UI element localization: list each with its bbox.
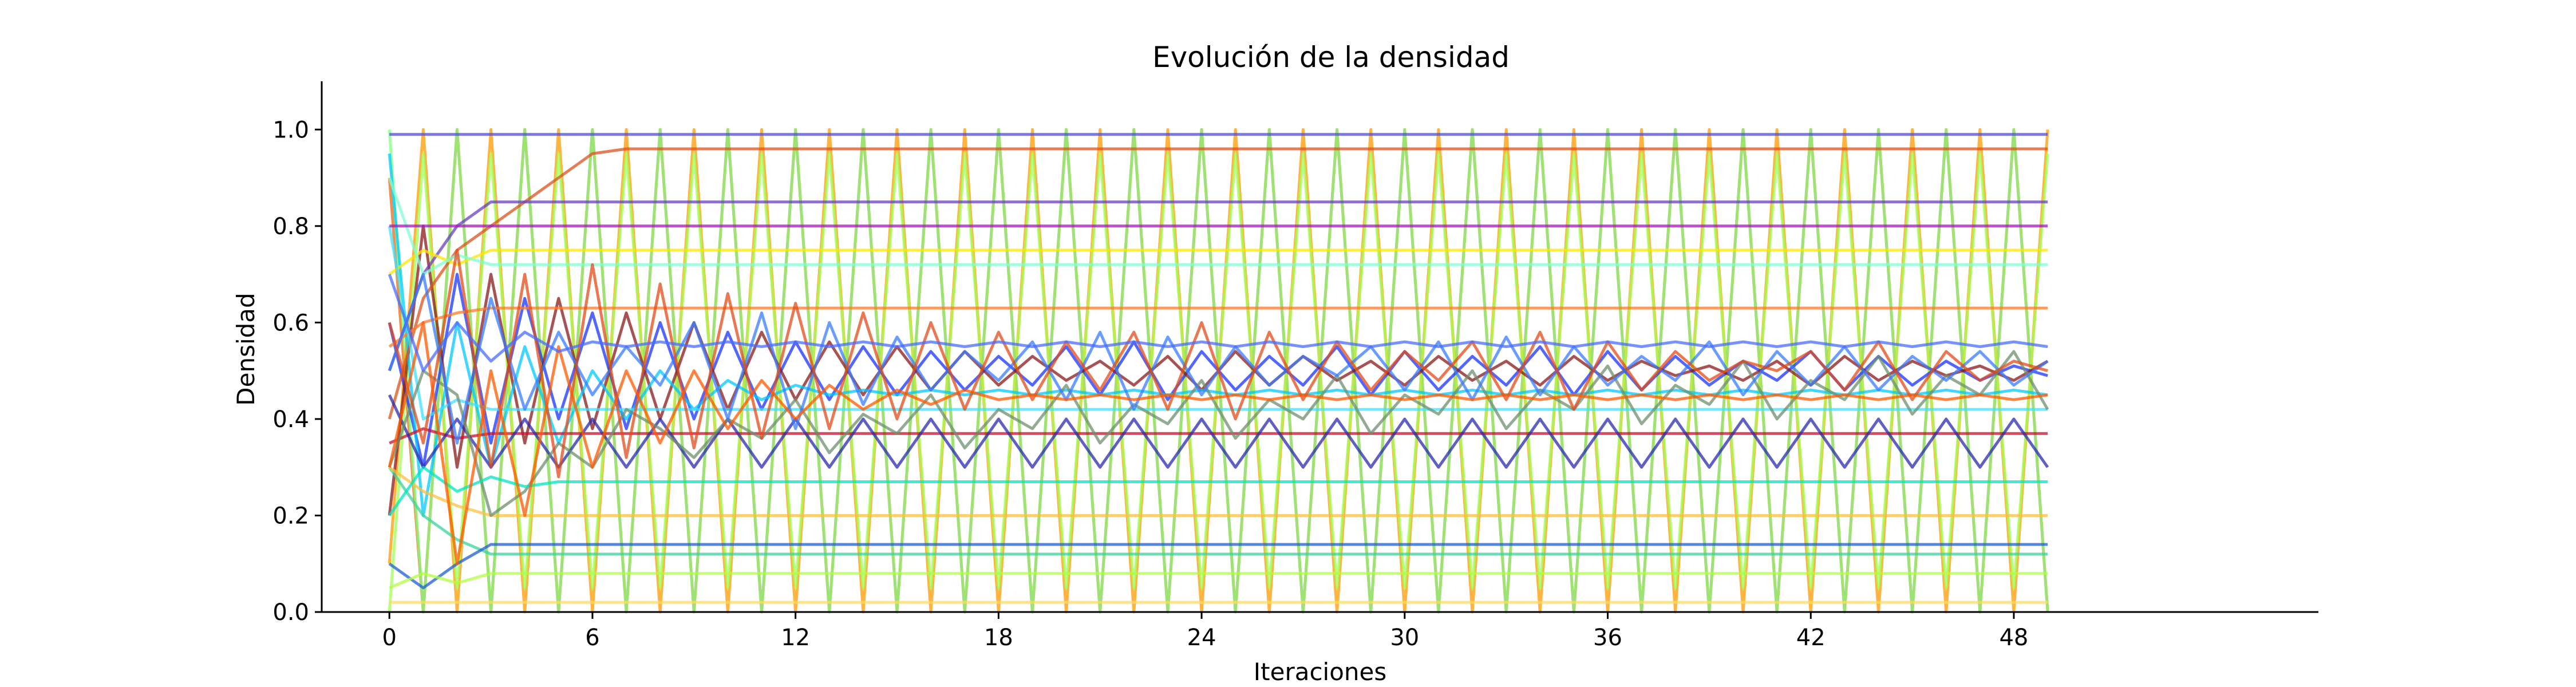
series-line-26	[388, 321, 2048, 566]
y-axis-label: Densidad	[232, 293, 260, 405]
x-tick-label: 24	[1187, 625, 1216, 651]
series-line-13	[389, 572, 2048, 590]
series-line-27	[388, 274, 2048, 373]
series-line-23	[388, 465, 2048, 516]
x-tick-label: 6	[585, 625, 599, 651]
series-line-10	[388, 466, 2048, 556]
axis-layer	[321, 81, 2318, 613]
series-line-8	[388, 147, 2048, 420]
series-line-9	[388, 200, 2048, 372]
y-tick-label: 0.2	[272, 503, 309, 529]
y-tick-label: 0.6	[272, 310, 309, 336]
x-axis-label: Iteraciones	[1254, 658, 1387, 686]
x-tick-label: 30	[1390, 625, 1419, 651]
series-line-18	[388, 466, 2048, 517]
y-tick-label: 0.8	[272, 214, 309, 240]
y-tick-label: 0.0	[272, 599, 309, 626]
x-ticks: 0 6 12 18 24 30 36 42 48	[382, 612, 2028, 651]
y-tick-label: 1.0	[272, 117, 309, 143]
series-line-12	[388, 248, 2048, 276]
x-tick-label: 18	[984, 625, 1013, 651]
x-tick-label: 48	[1999, 625, 2028, 651]
series-line-19	[388, 394, 2049, 469]
x-tick-label: 36	[1593, 625, 1622, 651]
x-tick-label: 42	[1796, 625, 1826, 651]
series-line-11	[388, 543, 2048, 590]
y-tick-label: 0.4	[272, 406, 309, 433]
series-line-22	[388, 248, 2048, 479]
y-ticks: 0.0 0.2 0.4 0.6 0.8 1.0	[272, 117, 322, 626]
series-layer	[388, 128, 2049, 614]
chart-title: Evolución de la densidad	[1152, 41, 1510, 74]
series-line-15	[388, 177, 2048, 276]
x-tick-label: 0	[382, 625, 397, 651]
x-tick-label: 12	[781, 625, 810, 651]
